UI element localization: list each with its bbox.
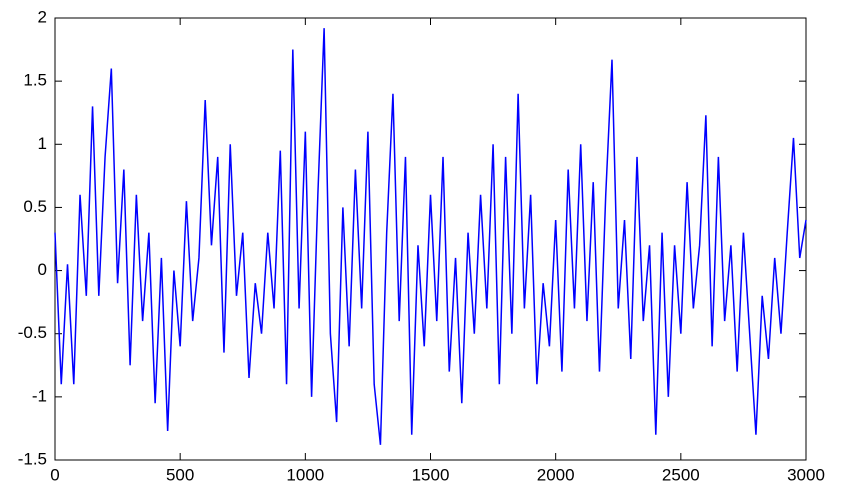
y-tick-label: -0.5 xyxy=(18,323,47,342)
x-tick-label: 500 xyxy=(166,465,194,484)
x-tick-label: 3000 xyxy=(787,465,825,484)
y-tick-label: 2 xyxy=(38,7,47,26)
x-tick-label: 1500 xyxy=(412,465,450,484)
data-line xyxy=(54,28,807,445)
y-tick-label: -1 xyxy=(32,386,47,405)
x-tick-label: 2000 xyxy=(537,465,575,484)
y-tick-label: 0 xyxy=(38,260,47,279)
x-tick-label: 1000 xyxy=(286,465,324,484)
y-tick-label: -1.5 xyxy=(18,449,47,468)
y-tick-label: 1 xyxy=(38,134,47,153)
plot-frame xyxy=(54,17,807,461)
x-tick-label: 0 xyxy=(50,465,59,484)
x-tick-label: 2500 xyxy=(662,465,700,484)
y-tick-label: 1.5 xyxy=(23,71,47,90)
y-tick-label: 0.5 xyxy=(23,197,47,216)
